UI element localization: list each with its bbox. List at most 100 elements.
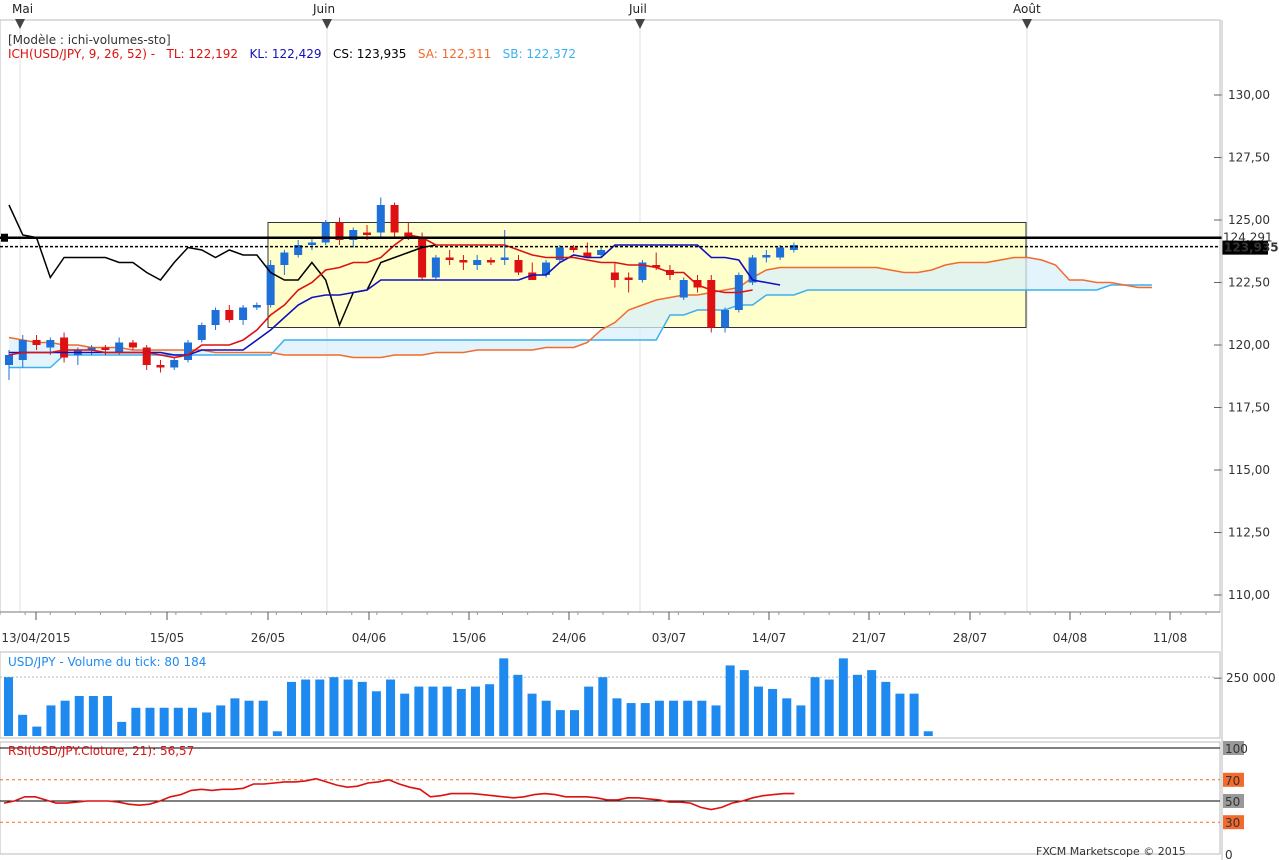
volume-bar — [796, 705, 806, 736]
rsi-level-tag — [1223, 847, 1244, 860]
x-tick-label: 21/07 — [852, 631, 887, 645]
volume-bar — [570, 710, 579, 736]
month-label: Mai — [12, 2, 34, 16]
price-tag-bottom-bg — [1222, 240, 1268, 255]
volume-bar — [258, 700, 268, 736]
price-tick-label: 122,50 — [1228, 276, 1270, 290]
month-label: Juil — [629, 2, 647, 16]
volume-bar — [527, 693, 537, 736]
candle-up — [87, 347, 96, 350]
volume-bar — [230, 698, 240, 736]
price-tick-label: 125,00 — [1228, 213, 1270, 227]
candle-down — [569, 247, 578, 250]
senkou-span-b-line — [9, 284, 1152, 369]
candle-up — [170, 360, 179, 368]
sb-label: SB: 122,372 — [502, 47, 577, 61]
candle-up — [638, 262, 647, 280]
volume-bar — [555, 710, 565, 736]
volume-bar — [400, 693, 410, 736]
volume-bar — [117, 721, 127, 736]
candle-up — [266, 265, 275, 305]
volume-bar — [739, 670, 749, 736]
volume-bar — [103, 696, 113, 736]
volume-bar — [315, 679, 325, 736]
rsi-line — [3, 777, 795, 811]
candle-down — [390, 205, 399, 233]
volume-bar — [485, 684, 495, 736]
candle-down — [707, 280, 716, 328]
price-tick-label: 130,00 — [1228, 88, 1270, 102]
price-tick-label: 120,00 — [1228, 338, 1270, 352]
volume-bar — [428, 686, 438, 736]
candle-up — [280, 252, 289, 265]
volume-bar — [838, 658, 848, 736]
rsi-level-tag — [1223, 794, 1244, 808]
volume-bar — [824, 679, 834, 736]
candle-down — [693, 280, 702, 288]
x-tick-label: 15/06 — [452, 631, 487, 645]
candle-up — [5, 355, 13, 365]
month-marker — [1022, 19, 1032, 29]
candle-up — [18, 340, 27, 360]
price-tick-label: 115,00 — [1228, 463, 1270, 477]
candle-down — [459, 260, 468, 263]
volume-bar — [810, 677, 820, 736]
tenkan-sen-line — [8, 234, 753, 359]
rsi-level-label: 70 — [1225, 774, 1240, 788]
volume-bar — [499, 658, 509, 736]
volume-bar — [584, 686, 594, 736]
candle-down — [652, 265, 661, 268]
volume-bar — [626, 703, 636, 736]
candle-down — [528, 272, 537, 280]
candle-up — [431, 257, 440, 278]
candle-down — [142, 347, 151, 365]
volume-bar — [541, 700, 551, 736]
volume-bar — [216, 705, 226, 736]
line-handle-left — [1, 233, 8, 242]
volume-bar — [867, 670, 877, 736]
volume-bar — [640, 703, 650, 736]
candle-up — [321, 222, 330, 243]
volume-bar — [173, 707, 183, 736]
candle-down — [225, 310, 234, 320]
candle-up — [349, 230, 358, 240]
month-label: Août — [1013, 2, 1041, 16]
candle-down — [32, 340, 41, 345]
candle-up — [239, 307, 248, 320]
rsi-level-label: 100 — [1225, 742, 1248, 756]
volume-bar — [414, 686, 424, 736]
volume-bar — [74, 696, 84, 736]
x-tick-label: 24/06 — [552, 631, 587, 645]
candle-up — [294, 245, 303, 255]
volume-bar — [753, 686, 763, 736]
candle-up — [197, 325, 206, 340]
candle-down — [583, 252, 592, 258]
x-tick-label: 14/07 — [752, 631, 787, 645]
volume-bar — [343, 679, 353, 736]
rsi-level-tag — [1223, 772, 1244, 787]
indicator-label: ICH(USD/JPY, 9, 26, 52) - — [8, 47, 156, 61]
volume-legend: USD/JPY - Volume du tick: 80 184 — [8, 655, 207, 669]
candle-up — [307, 242, 316, 245]
x-tick-label: 04/08 — [1053, 631, 1088, 645]
cs-label: CS: 123,935 — [332, 47, 407, 61]
volume-bar — [244, 700, 254, 736]
candle-up — [542, 262, 551, 275]
volume-bar — [853, 674, 862, 736]
candle-down — [156, 365, 165, 368]
rsi-level-label: 50 — [1225, 795, 1240, 809]
volume-bar — [357, 681, 367, 736]
candle-up — [721, 310, 730, 328]
volume-bar — [32, 726, 42, 736]
rsi-level-tag — [1223, 815, 1244, 830]
candle-down — [514, 260, 523, 273]
candle-down — [610, 272, 619, 280]
volume-bar — [272, 731, 282, 736]
candle-up — [679, 280, 688, 298]
volume-bar — [923, 731, 933, 736]
rsi-level-label: 30 — [1225, 816, 1240, 830]
volume-bar — [60, 700, 70, 736]
rsi-legend: RSI(USD/JPY.Cloture, 21): 56,57 — [8, 744, 195, 758]
volume-bar — [287, 681, 296, 736]
